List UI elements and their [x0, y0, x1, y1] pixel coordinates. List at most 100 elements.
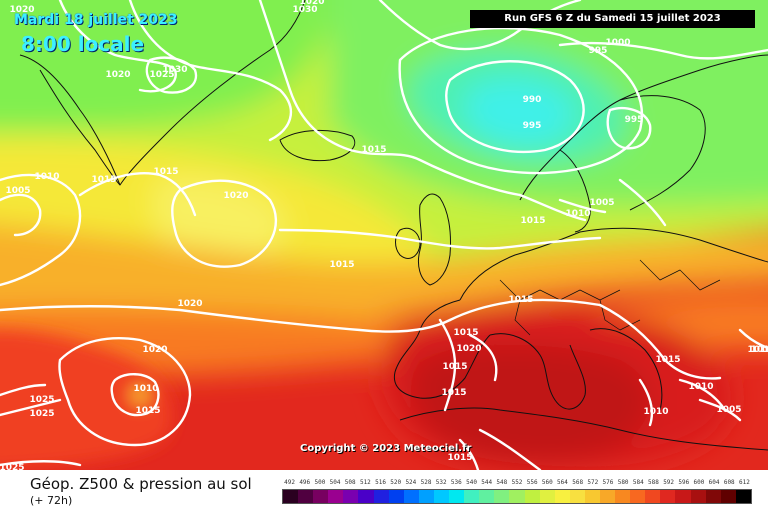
- isobar-label: 1015: [655, 355, 680, 365]
- isobar-label: 1015: [153, 167, 178, 177]
- scale-swatch: [645, 490, 661, 503]
- isobar-label: 1010: [688, 382, 713, 392]
- scale-swatch: [433, 490, 450, 503]
- scale-label: 536: [450, 479, 462, 486]
- isobar-label: 1030: [292, 5, 317, 15]
- scale-swatch: [524, 490, 540, 503]
- isobar-label: 1015: [520, 216, 545, 226]
- isobar-label: 1020: [177, 299, 202, 309]
- color-scale-bar: [282, 489, 752, 504]
- scale-swatch: [584, 490, 600, 503]
- scale-swatch: [403, 490, 419, 503]
- scale-swatch: [599, 490, 616, 503]
- isobar-label: 1020: [9, 5, 34, 15]
- scale-swatch: [343, 490, 359, 503]
- scale-label: 608: [723, 479, 735, 486]
- isobar-label: 995: [625, 115, 644, 125]
- isobar-label: 995: [523, 121, 542, 131]
- forecast-date: Mardi 18 juillet 2023: [14, 12, 178, 28]
- scale-label: 572: [587, 479, 599, 486]
- scale-label: 588: [648, 479, 659, 486]
- isobar-label: 1010: [747, 345, 768, 355]
- isobar-label: 1015: [508, 295, 533, 305]
- isobar-label: 1020: [223, 191, 248, 201]
- scale-label: 604: [708, 479, 720, 486]
- scale-label: 520: [390, 479, 402, 486]
- isobar-label: 1025: [0, 463, 25, 470]
- scale-swatch: [630, 490, 646, 503]
- isobar-label: 1015: [91, 175, 116, 185]
- isobar-label: 1005: [589, 198, 614, 208]
- scale-label: 552: [511, 479, 523, 486]
- scale-swatch: [615, 490, 631, 503]
- model-run-banner: Run GFS 6 Z du Samedi 15 juillet 2023: [470, 10, 755, 28]
- scale-label: 560: [541, 479, 553, 486]
- isobar-label: 990: [523, 95, 542, 105]
- isobar-label: 1015: [361, 145, 386, 155]
- isobar-label: 1005: [5, 186, 30, 196]
- legend-footer: Géop. Z500 & pression au sol (+ 72h) 492…: [0, 470, 768, 512]
- scale-swatch: [509, 490, 525, 503]
- isobar-label: 1020: [105, 70, 130, 80]
- scale-label: 540: [466, 479, 477, 486]
- scale-swatch: [690, 490, 706, 503]
- scale-label: 556: [526, 479, 538, 486]
- isobar-label: 1030: [162, 65, 187, 75]
- isobar-label: 1015: [329, 260, 354, 270]
- scale-label: 528: [420, 479, 432, 486]
- scale-label: 564: [557, 479, 568, 486]
- isobar-label: 1015: [447, 453, 472, 463]
- scale-swatch: [313, 490, 329, 503]
- isobar-label: 1015: [453, 328, 478, 338]
- scale-swatch: [554, 490, 570, 503]
- scale-label: 496: [299, 479, 311, 486]
- isobar-label: 1025: [29, 395, 54, 405]
- scale-swatch: [539, 490, 555, 503]
- scale-label: 568: [572, 479, 584, 486]
- scale-swatch: [720, 490, 736, 503]
- isobar-label: 1015: [135, 406, 160, 416]
- scale-label: 612: [738, 479, 750, 486]
- isobar-label: 101: [751, 345, 768, 355]
- scale-label: 600: [693, 479, 705, 486]
- scale-label: 596: [678, 479, 690, 486]
- scale-label: 500: [314, 479, 326, 486]
- color-scale-labels: 492 496 500 504 508 512 516 520 524 528 532 536 540 5…: [282, 479, 752, 489]
- isobar-label: 1015: [442, 362, 467, 372]
- scale-label: 512: [359, 479, 371, 486]
- scale-label: 532: [435, 479, 447, 486]
- isobar-label: 1020: [299, 0, 324, 7]
- scale-label: 580: [617, 479, 629, 486]
- scale-label: 584: [632, 479, 644, 486]
- scale-swatch: [464, 490, 480, 503]
- scale-swatch: [735, 490, 751, 503]
- scale-label: 592: [663, 479, 675, 486]
- scale-swatch: [373, 490, 389, 503]
- isobar-label: 1010: [133, 384, 158, 394]
- scale-swatch: [660, 490, 676, 503]
- isobar-label: 1020: [142, 345, 167, 355]
- scale-swatch: [494, 490, 510, 503]
- scale-swatch: [388, 490, 404, 503]
- scale-swatch: [283, 490, 299, 503]
- scale-swatch: [569, 490, 585, 503]
- isobar-label: 995: [589, 46, 608, 56]
- scale-label: 548: [496, 479, 508, 486]
- scale-label: 492: [284, 479, 295, 486]
- isobar-label: 1010: [565, 209, 590, 219]
- scale-swatch: [479, 490, 495, 503]
- scale-label: 524: [405, 479, 417, 486]
- scale-label: 504: [329, 479, 341, 486]
- scale-swatch: [675, 490, 691, 503]
- scale-label: 544: [481, 479, 493, 486]
- isobar-label: 1005: [716, 405, 741, 415]
- isobar-label: 1025: [29, 409, 54, 419]
- isobar-label: 1000: [605, 38, 630, 48]
- scale-label: 516: [375, 479, 386, 486]
- scale-swatch: [328, 490, 344, 503]
- isobar-label: 1015: [441, 388, 466, 398]
- isobar-label: 1010: [34, 172, 59, 182]
